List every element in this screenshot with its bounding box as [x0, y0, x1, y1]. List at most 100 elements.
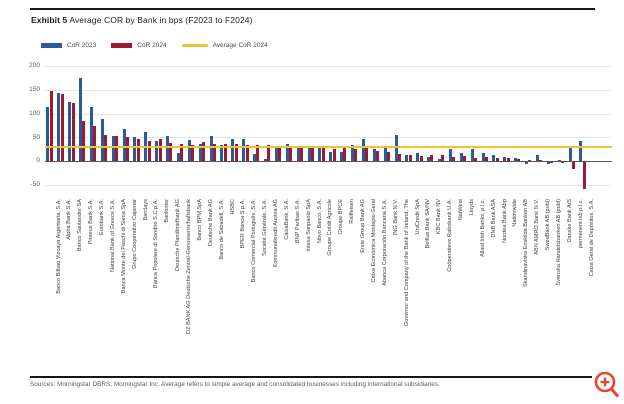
bar-cor-2024: [223, 143, 227, 161]
x-axis-bank-label: Banco Bilbao Vizcaya Argentaria, S.A.: [55, 199, 62, 294]
bar-cor-2023: [198, 143, 202, 161]
bar-cor-2023: [57, 93, 61, 161]
bar-cor-2023: [231, 139, 235, 161]
x-axis-bank-label: Banco de Sabadell, S.A.: [218, 199, 225, 260]
bar-cor-2024: [115, 135, 119, 161]
bar-cor-2023: [89, 107, 93, 161]
exhibit-label: Exhibit 5: [31, 15, 68, 25]
bar-cor-2023: [296, 145, 300, 161]
x-axis-bank-label: Erste Group Bank AG: [360, 199, 367, 253]
bar-cor-2024: [441, 154, 445, 161]
x-axis-bank-label: Deutsche Pfandbriefbank AG: [175, 199, 182, 272]
bar-cor-2023: [503, 157, 507, 161]
legend-item-cor-2023: CoR 2023: [41, 42, 96, 49]
bar-cor-2023: [535, 155, 539, 161]
bar-cor-2024: [365, 148, 369, 161]
y-gridline: [45, 66, 612, 68]
average-cor-2024-line: [45, 145, 612, 148]
bottom-divider: [30, 376, 595, 378]
bar-cor-2024: [376, 150, 380, 161]
x-axis-bank-label: NatWest: [458, 199, 464, 221]
bar-cor-2023: [438, 159, 442, 161]
bar-cor-2024: [245, 144, 249, 161]
y-gridline: [45, 113, 612, 115]
x-axis-bank-label: Banco BPM SpA: [196, 199, 203, 241]
x-axis-bank-label: Grupo Cooperativo Cajamar: [131, 199, 138, 269]
x-axis-bank-label: Caixa Económica Montepio Geral: [370, 199, 377, 283]
x-axis-bank-label: Barclays: [142, 199, 149, 221]
page-title: Exhibit 5 Average COR by Bank in bps (F2…: [31, 15, 253, 25]
bar-cor-2023: [557, 160, 561, 161]
x-axis-bank-label: Intesa Sanpaolo SpA: [305, 199, 312, 252]
x-axis-bank-label: SwedBank AB (publ): [545, 199, 551, 251]
x-axis-bank-label: Alpha Bank S.A.: [66, 199, 73, 240]
bar-cor-2024: [60, 93, 64, 161]
x-axis-bank-label: Bankinter: [164, 199, 171, 223]
bar-cor-2024: [234, 144, 238, 161]
bar-cor-2023: [285, 143, 289, 161]
x-axis-bank-label: Deutsche Bank AG: [207, 199, 214, 247]
x-axis-bank-label: National Bank of Greece S.A.: [109, 199, 116, 273]
x-axis-bank-label: Banco Comercial Português, S.A.: [251, 199, 258, 283]
bar-cor-2023: [68, 101, 72, 162]
x-axis-line: [45, 161, 612, 163]
cor-2023-swatch-icon: [41, 43, 62, 48]
y-gridline: [45, 184, 612, 186]
bar-cor-2023: [470, 148, 474, 161]
x-axis-bank-label: Groupe Crédit Agricole: [327, 199, 334, 256]
x-axis-bank-label: Coöperatieve Rabobank U.A.: [447, 199, 454, 272]
legend-label: CoR 2024: [137, 42, 167, 49]
bar-cor-2023: [220, 144, 224, 161]
bar-cor-2024: [191, 144, 195, 161]
legend-item-average-cor-2024: Average CoR 2024: [181, 42, 268, 49]
bar-cor-2024: [256, 145, 260, 161]
bar-cor-2024: [71, 103, 75, 161]
x-axis-bank-label: Allied Irish Banks, p.l.c.: [479, 199, 486, 257]
x-axis-bank-label: ING Bank N.V.: [392, 199, 399, 236]
x-axis-bank-label: Eurobank S.A.: [99, 199, 105, 236]
cor-2024-swatch-icon: [111, 43, 133, 48]
bar-cor-2024: [473, 157, 477, 161]
bar-cor-2023: [187, 140, 191, 161]
bar-cor-2024: [202, 141, 206, 161]
bar-cor-2023: [361, 138, 365, 161]
x-axis-bank-label: Groupe BPCE: [338, 199, 345, 235]
bar-cor-2024: [430, 155, 434, 161]
bar-cor-2023: [166, 135, 170, 161]
exhibit-title-text: Average COR by Bank in bps (F2023 to F20…: [69, 15, 253, 25]
bar-cor-2024: [125, 137, 129, 161]
bar-cor-2024: [82, 120, 86, 161]
bar-cor-2023: [351, 145, 355, 161]
bar-cor-2024: [484, 157, 488, 161]
x-axis-bank-label: permanent tsb p.l.c.: [577, 199, 584, 249]
bar-cor-2023: [405, 154, 409, 161]
bar-cor-2023: [253, 154, 257, 161]
bar-cor-2024: [408, 154, 412, 161]
bar-cor-2024: [289, 147, 293, 161]
bar-cor-2023: [383, 146, 387, 161]
bar-cor-2023: [568, 147, 572, 161]
bar-cor-2023: [372, 149, 376, 161]
bar-cor-2023: [492, 155, 496, 161]
x-axis-bank-label: ABN AMRO Bank N.V.: [534, 199, 541, 255]
x-axis-bank-label: Nordea Bank Abp: [501, 199, 508, 243]
bar-cor-2023: [264, 158, 268, 161]
legend-label: Average CoR 2024: [212, 42, 268, 49]
x-axis-bank-label: Nationwide: [512, 199, 519, 227]
bar-cor-2023: [448, 149, 452, 161]
bar-cor-2024: [343, 147, 347, 161]
sources-note: Sources: Morningstar DBRS, Morningstar I…: [30, 381, 440, 388]
bar-cor-2024: [560, 162, 564, 163]
bar-cor-2024: [582, 162, 586, 189]
x-axis-bank-label: UniCredit SpA: [414, 199, 421, 235]
magnifier-plus-icon: [594, 371, 620, 398]
bar-cor-2024: [550, 162, 554, 163]
zoom-in-button[interactable]: [592, 369, 622, 401]
y-gridline: [45, 89, 612, 91]
bar-cor-2023: [122, 129, 126, 161]
x-axis-bank-label: BPER Banca S.p.A.: [240, 199, 247, 249]
bar-cor-2024: [354, 148, 358, 161]
bar-cor-2024: [299, 147, 303, 161]
x-axis-bank-label: Governor and Company of the Bank of Irel…: [403, 199, 410, 327]
